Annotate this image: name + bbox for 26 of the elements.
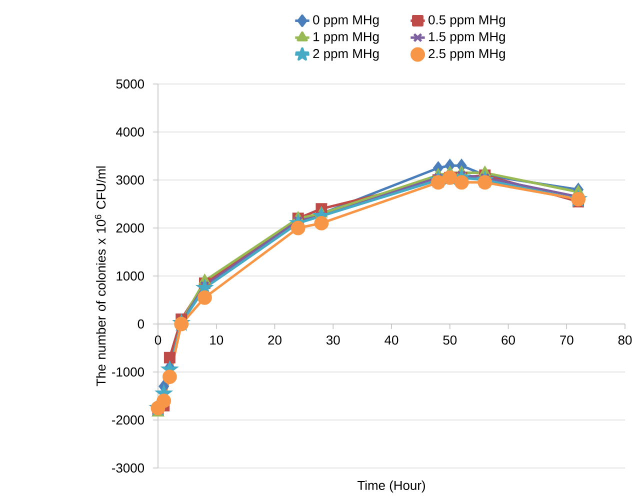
legend-label: 0 ppm MHg <box>313 15 379 27</box>
x-tick-label: 0 <box>154 335 162 345</box>
x-axis-title: Time (Hour) <box>358 480 425 493</box>
y-tick-label: -1000 <box>112 367 144 377</box>
y-axis-title: The number of colonies x 10$^{6}$ CFU/ml <box>94 166 106 386</box>
y-tick-label: 3000 <box>116 175 144 185</box>
x-tick-label: 60 <box>502 335 515 345</box>
y-tick-label: -2000 <box>112 415 144 425</box>
legend-label: 1 ppm MHg <box>314 32 379 44</box>
y-tick-label: 2000 <box>116 223 144 233</box>
x-tick-label: 30 <box>326 335 340 345</box>
legend-label: 2.5 ppm MHg <box>428 49 505 61</box>
legend-label: 0.5 ppm MHg <box>428 15 505 27</box>
x-tick-label: 10 <box>210 335 224 345</box>
legend-label: 2 ppm MHg <box>313 49 379 61</box>
y-tick-label: 4000 <box>116 127 144 137</box>
y-tick-label: -3000 <box>112 463 144 473</box>
x-tick-label: 50 <box>443 335 457 345</box>
x-tick-label: 80 <box>618 335 632 345</box>
y-tick-label: 1000 <box>116 271 144 281</box>
legend-label: 1.5 ppm MHg <box>429 32 505 44</box>
y-tick-label: 5000 <box>116 79 144 89</box>
x-tick-label: 40 <box>384 335 398 345</box>
x-tick-label: 20 <box>268 335 282 345</box>
x-tick-label: 70 <box>560 335 574 345</box>
y-tick-label: 0 <box>138 319 144 329</box>
